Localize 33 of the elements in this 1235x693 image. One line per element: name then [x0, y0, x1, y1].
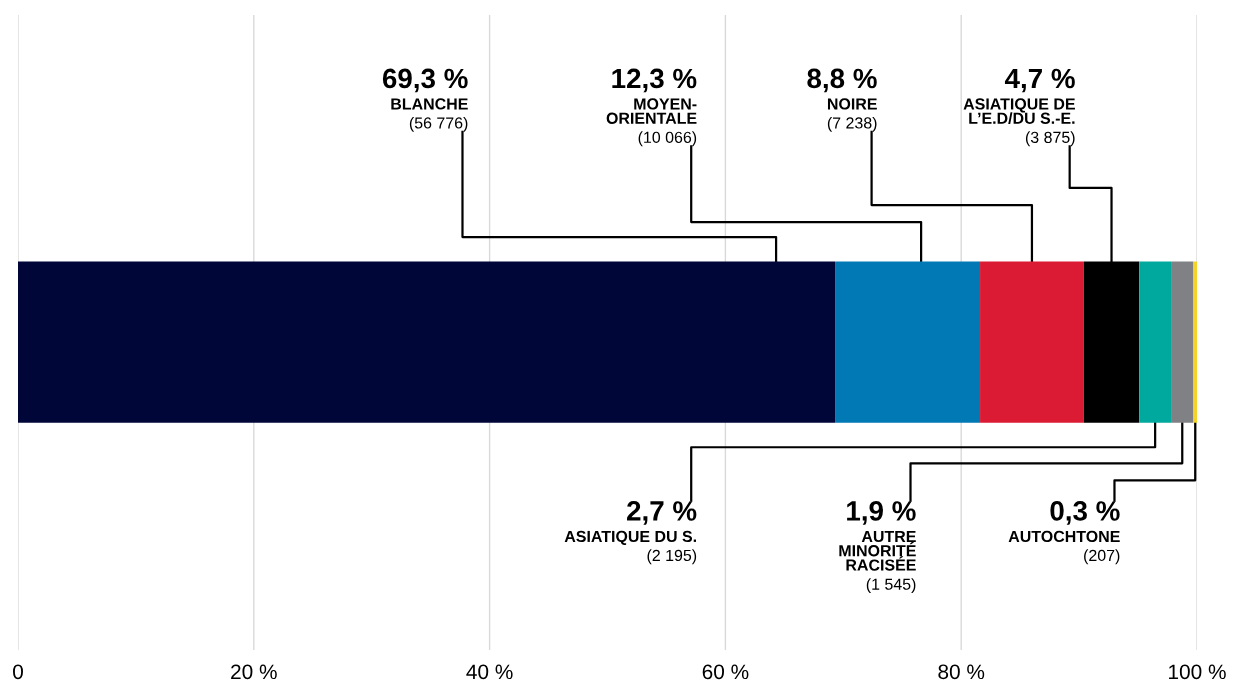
annotation: 1,9 % [847, 501, 916, 525]
x-tick-label: 80 % [938, 664, 985, 680]
annotation: (2 195) [647, 549, 697, 565]
annotation: NOIRE [827, 98, 877, 110]
annotation: (56 776) [409, 116, 468, 132]
x-tick-label: 60 % [702, 664, 749, 680]
annotation: AUTRE MINORITÉ RACISÉE [839, 530, 916, 571]
annotation: 8,8 % [807, 68, 877, 93]
annotation: ASIATIQUE DU S. [564, 530, 696, 546]
annotation: 0,3 % [1050, 501, 1120, 525]
annotation: BLANCHE [391, 98, 468, 110]
annotation: 69,3 % [382, 68, 468, 93]
annotation: 12,3 % [612, 68, 697, 93]
bar [1139, 261, 1172, 423]
x-tick-label: 40 % [466, 664, 513, 680]
annotation: (7 238) [827, 116, 877, 132]
x-tick-label: 20 % [231, 664, 277, 680]
annotation: AUTOCHTONE [1008, 530, 1120, 543]
x-tick-label: 0 [13, 664, 23, 680]
annotation: 4,7 % [1004, 68, 1075, 93]
annotation: (3 875) [1025, 131, 1075, 147]
bar [1171, 261, 1194, 423]
bar [980, 261, 1084, 423]
annotation: ASIATIQUE DE L’E.D/DU S.-E. [963, 98, 1075, 125]
annotation: (207) [1084, 549, 1120, 565]
bar [18, 261, 836, 423]
annotation: (1 545) [866, 578, 916, 594]
annotation: (10 066) [638, 131, 697, 147]
annotation: 2,7 % [627, 501, 697, 525]
bar [1193, 261, 1197, 423]
x-tick-label: 100 % [1169, 664, 1226, 680]
annotation: MOYEN- ORIENTALE [606, 98, 697, 124]
bar [835, 261, 981, 423]
